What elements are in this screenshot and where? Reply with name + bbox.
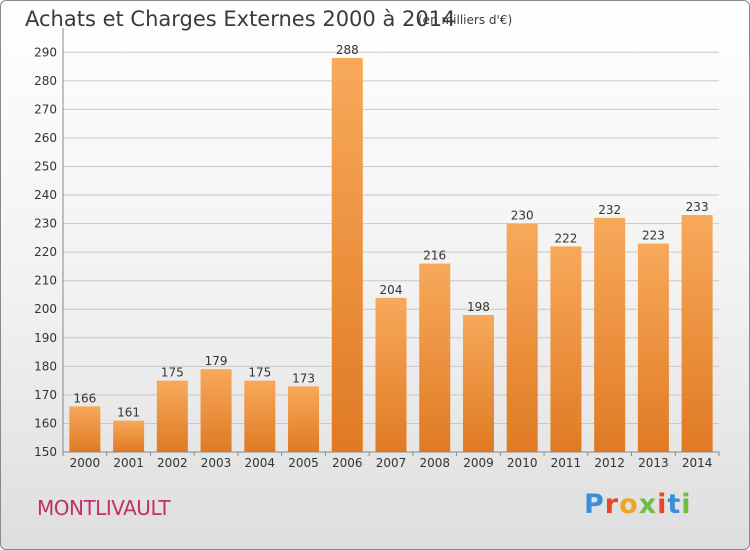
bar-value-label: 216: [423, 249, 446, 263]
logo-letter: t: [667, 489, 682, 520]
bar-value-label: 175: [161, 366, 184, 380]
x-tick-label: 2004: [245, 456, 276, 470]
bar-value-label: 161: [117, 406, 140, 420]
logo-letter: o: [619, 489, 639, 520]
bar-value-label: 223: [642, 229, 665, 243]
logo-letter: i: [657, 489, 668, 520]
bar: [156, 380, 188, 452]
bar: [113, 420, 145, 452]
x-tick-label: 2003: [201, 456, 232, 470]
y-tick-label: 180: [34, 359, 57, 373]
bar: [506, 223, 538, 452]
proxiti-logo[interactable]: Proxiti: [584, 489, 692, 520]
bar-value-label: 222: [554, 231, 577, 245]
logo-letter: P: [584, 489, 605, 520]
bar: [375, 297, 407, 452]
x-tick-label: 2013: [638, 456, 669, 470]
bar: [200, 369, 232, 452]
x-tick-label: 2014: [682, 456, 713, 470]
y-tick-label: 290: [34, 45, 57, 59]
y-tick-label: 160: [34, 416, 57, 430]
bar-value-label: 204: [380, 283, 403, 297]
x-axis: 2000 2001 2002 2003 2004 2005 2006 2007 2008 2009…: [62, 451, 720, 470]
bar-value-label: 230: [511, 209, 534, 223]
x-tick-label: 2010: [507, 456, 538, 470]
chart-title: Achats et Charges Externes 2000 à 2014: [25, 7, 456, 31]
y-tick-label: 220: [34, 245, 57, 259]
y-tick-label: 250: [34, 159, 57, 173]
bars: 166 161 175 179 175 173 288 204 216 198 230 222 232 2…: [69, 43, 713, 452]
y-tick-label: 280: [34, 74, 57, 88]
bar: [244, 380, 276, 452]
y-axis: 150 160 170 180 190 200 210 220 230 240 250 260 270 2…: [34, 28, 64, 459]
y-tick-label: 170: [34, 388, 57, 402]
bar-value-label: 175: [248, 366, 271, 380]
y-tick-label: 150: [34, 445, 57, 459]
x-tick-label: 2009: [463, 456, 494, 470]
x-tick-label: 2001: [113, 456, 144, 470]
y-tick-label: 210: [34, 274, 57, 288]
bar-value-label: 233: [686, 200, 709, 214]
y-tick-label: 190: [34, 331, 57, 345]
y-tick-label: 230: [34, 217, 57, 231]
bar: [288, 386, 320, 452]
bar-value-label: 198: [467, 300, 490, 314]
y-tick-label: 240: [34, 188, 57, 202]
logo-letter: r: [604, 489, 620, 520]
bar-value-label: 232: [598, 203, 621, 217]
x-tick-label: 2008: [419, 456, 450, 470]
x-tick-label: 2006: [332, 456, 363, 470]
x-tick-label: 2007: [376, 456, 407, 470]
bar-value-label: 288: [336, 43, 359, 57]
bar: [331, 57, 363, 452]
bar-value-label: 166: [73, 391, 96, 405]
x-tick-label: 2000: [70, 456, 101, 470]
bar: [462, 314, 494, 452]
x-tick-label: 2002: [157, 456, 188, 470]
logo-letter: i: [681, 489, 692, 520]
bar: [594, 217, 626, 452]
x-tick-label: 2011: [551, 456, 582, 470]
logo-letter: x: [638, 489, 658, 520]
bar-value-label: 173: [292, 371, 315, 385]
x-tick-label: 2005: [288, 456, 319, 470]
place-name: MONTLIVAULT: [37, 496, 171, 520]
bar: [69, 406, 101, 452]
x-tick-label: 2012: [594, 456, 625, 470]
chart-subtitle: (en milliers d'€): [418, 13, 513, 27]
y-tick-label: 200: [34, 302, 57, 316]
bar: [637, 243, 669, 452]
bar-value-label: 179: [205, 354, 228, 368]
y-tick-label: 270: [34, 102, 57, 116]
bar: [681, 215, 713, 452]
bar: [419, 263, 451, 452]
bar: [550, 246, 582, 452]
y-tick-label: 260: [34, 131, 57, 145]
